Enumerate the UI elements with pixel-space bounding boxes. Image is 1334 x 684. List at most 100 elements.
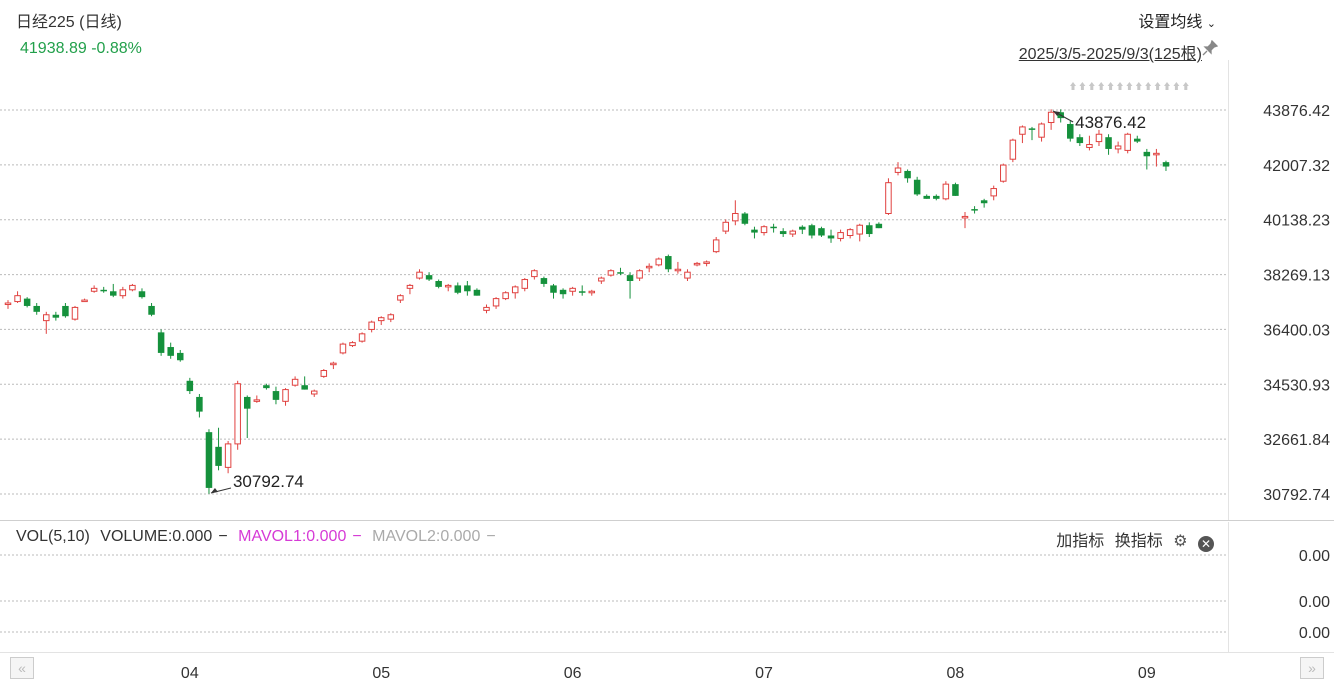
candle-body [215, 446, 222, 466]
candle [1047, 109, 1055, 130]
candle-body [511, 286, 519, 294]
candle [626, 272, 634, 299]
candle [110, 283, 117, 298]
event-marker-icon [1164, 82, 1170, 90]
gear-icon[interactable]: ⚙ [1173, 533, 1188, 550]
switch-indicator-button[interactable]: 换指标 [1114, 533, 1163, 550]
candle [358, 332, 366, 343]
mavol2-value: MAVOL2:0.000 [372, 528, 481, 545]
candle-body [856, 224, 863, 235]
candle-body [837, 232, 844, 239]
candle [751, 226, 758, 239]
candle-body [62, 305, 69, 317]
candle [799, 225, 806, 235]
candle-body [1153, 152, 1160, 156]
candle-body [492, 298, 500, 307]
candle-body [923, 195, 930, 199]
candle [1105, 134, 1112, 155]
candle-body [358, 333, 366, 342]
candle [14, 291, 21, 304]
scroll-right-button[interactable]: » [1300, 657, 1324, 679]
candle [913, 176, 921, 196]
pin-icon[interactable] [1202, 39, 1219, 61]
volume-y-tick-label: 0.00 [1299, 594, 1330, 611]
candle-body [665, 256, 672, 270]
candle [894, 162, 902, 176]
candle-body [224, 443, 232, 468]
candle-body [43, 314, 50, 322]
candle-body [1047, 111, 1055, 124]
candle-body [377, 317, 385, 322]
volume-y-tick-label: 0.00 [1299, 548, 1330, 565]
candle-body [808, 225, 816, 236]
candle [100, 286, 107, 293]
indicator-tools: 加指标 换指标 ⚙ ✕ [1050, 527, 1214, 552]
candle-body [1105, 137, 1112, 149]
candle-body [578, 291, 586, 293]
candle [253, 395, 261, 403]
candle [62, 303, 69, 318]
candle-body [196, 396, 203, 412]
candle [473, 288, 481, 296]
candle-body [885, 182, 892, 214]
event-marker-icon [1135, 82, 1142, 90]
candle-body [263, 385, 270, 389]
candle-body [531, 270, 538, 278]
candle-body [607, 270, 615, 276]
candle [942, 181, 950, 201]
candle [377, 316, 385, 326]
candle-body [301, 385, 308, 390]
y-tick-label: 40138.23 [1263, 213, 1330, 230]
event-marker-icon [1154, 82, 1161, 90]
candle [492, 297, 500, 309]
candle [310, 389, 318, 397]
candle [827, 229, 835, 243]
candle-body [779, 231, 787, 235]
candle-body [645, 265, 653, 269]
candle [157, 329, 165, 356]
y-tick-label: 43876.42 [1263, 103, 1330, 120]
candle-body [980, 200, 988, 204]
candle [215, 427, 222, 471]
scroll-left-button[interactable]: « [10, 657, 34, 679]
candle [196, 393, 203, 418]
candle [760, 225, 768, 236]
candle [980, 198, 988, 208]
candle-body [138, 291, 146, 298]
candle [990, 185, 997, 201]
candle-body [339, 343, 347, 354]
add-indicator-button[interactable]: 加指标 [1056, 533, 1105, 550]
x-tick-label: 05 [372, 665, 390, 682]
candle-body [387, 314, 395, 320]
date-range[interactable]: 2025/3/5-2025/9/3(125根) [1018, 46, 1202, 63]
candle [1114, 141, 1122, 154]
candle-body [272, 391, 280, 400]
candle-body [875, 223, 883, 229]
candle [885, 178, 892, 215]
candle [741, 212, 749, 226]
annotation-label: 30792.74 [233, 472, 304, 491]
candle-body [1086, 144, 1093, 148]
candle-body [425, 275, 433, 280]
candle [425, 272, 433, 282]
candle [1019, 125, 1026, 144]
ma-setting-dropdown[interactable]: 设置均线 ⌄ [1138, 8, 1216, 32]
ma-setting-label: 设置均线 [1138, 14, 1203, 31]
candle [818, 226, 825, 237]
volume-y-axis-labels: 0.00 0.00 0.00 [1299, 548, 1330, 642]
candle [205, 429, 213, 494]
candle [435, 279, 442, 289]
close-icon[interactable]: ✕ [1198, 536, 1214, 552]
candle-body [866, 225, 873, 235]
candle-body [799, 226, 806, 230]
candle [301, 376, 308, 390]
volume-legend: VOL(5,10) VOLUME:0.000− MAVOL1:0.000− MA… [16, 528, 502, 546]
candle [531, 269, 538, 280]
candle [387, 313, 395, 323]
candle-body [1076, 137, 1084, 144]
candle-body [502, 292, 509, 300]
candle-body [349, 342, 356, 347]
candle [511, 285, 519, 299]
candle-body [291, 378, 299, 386]
